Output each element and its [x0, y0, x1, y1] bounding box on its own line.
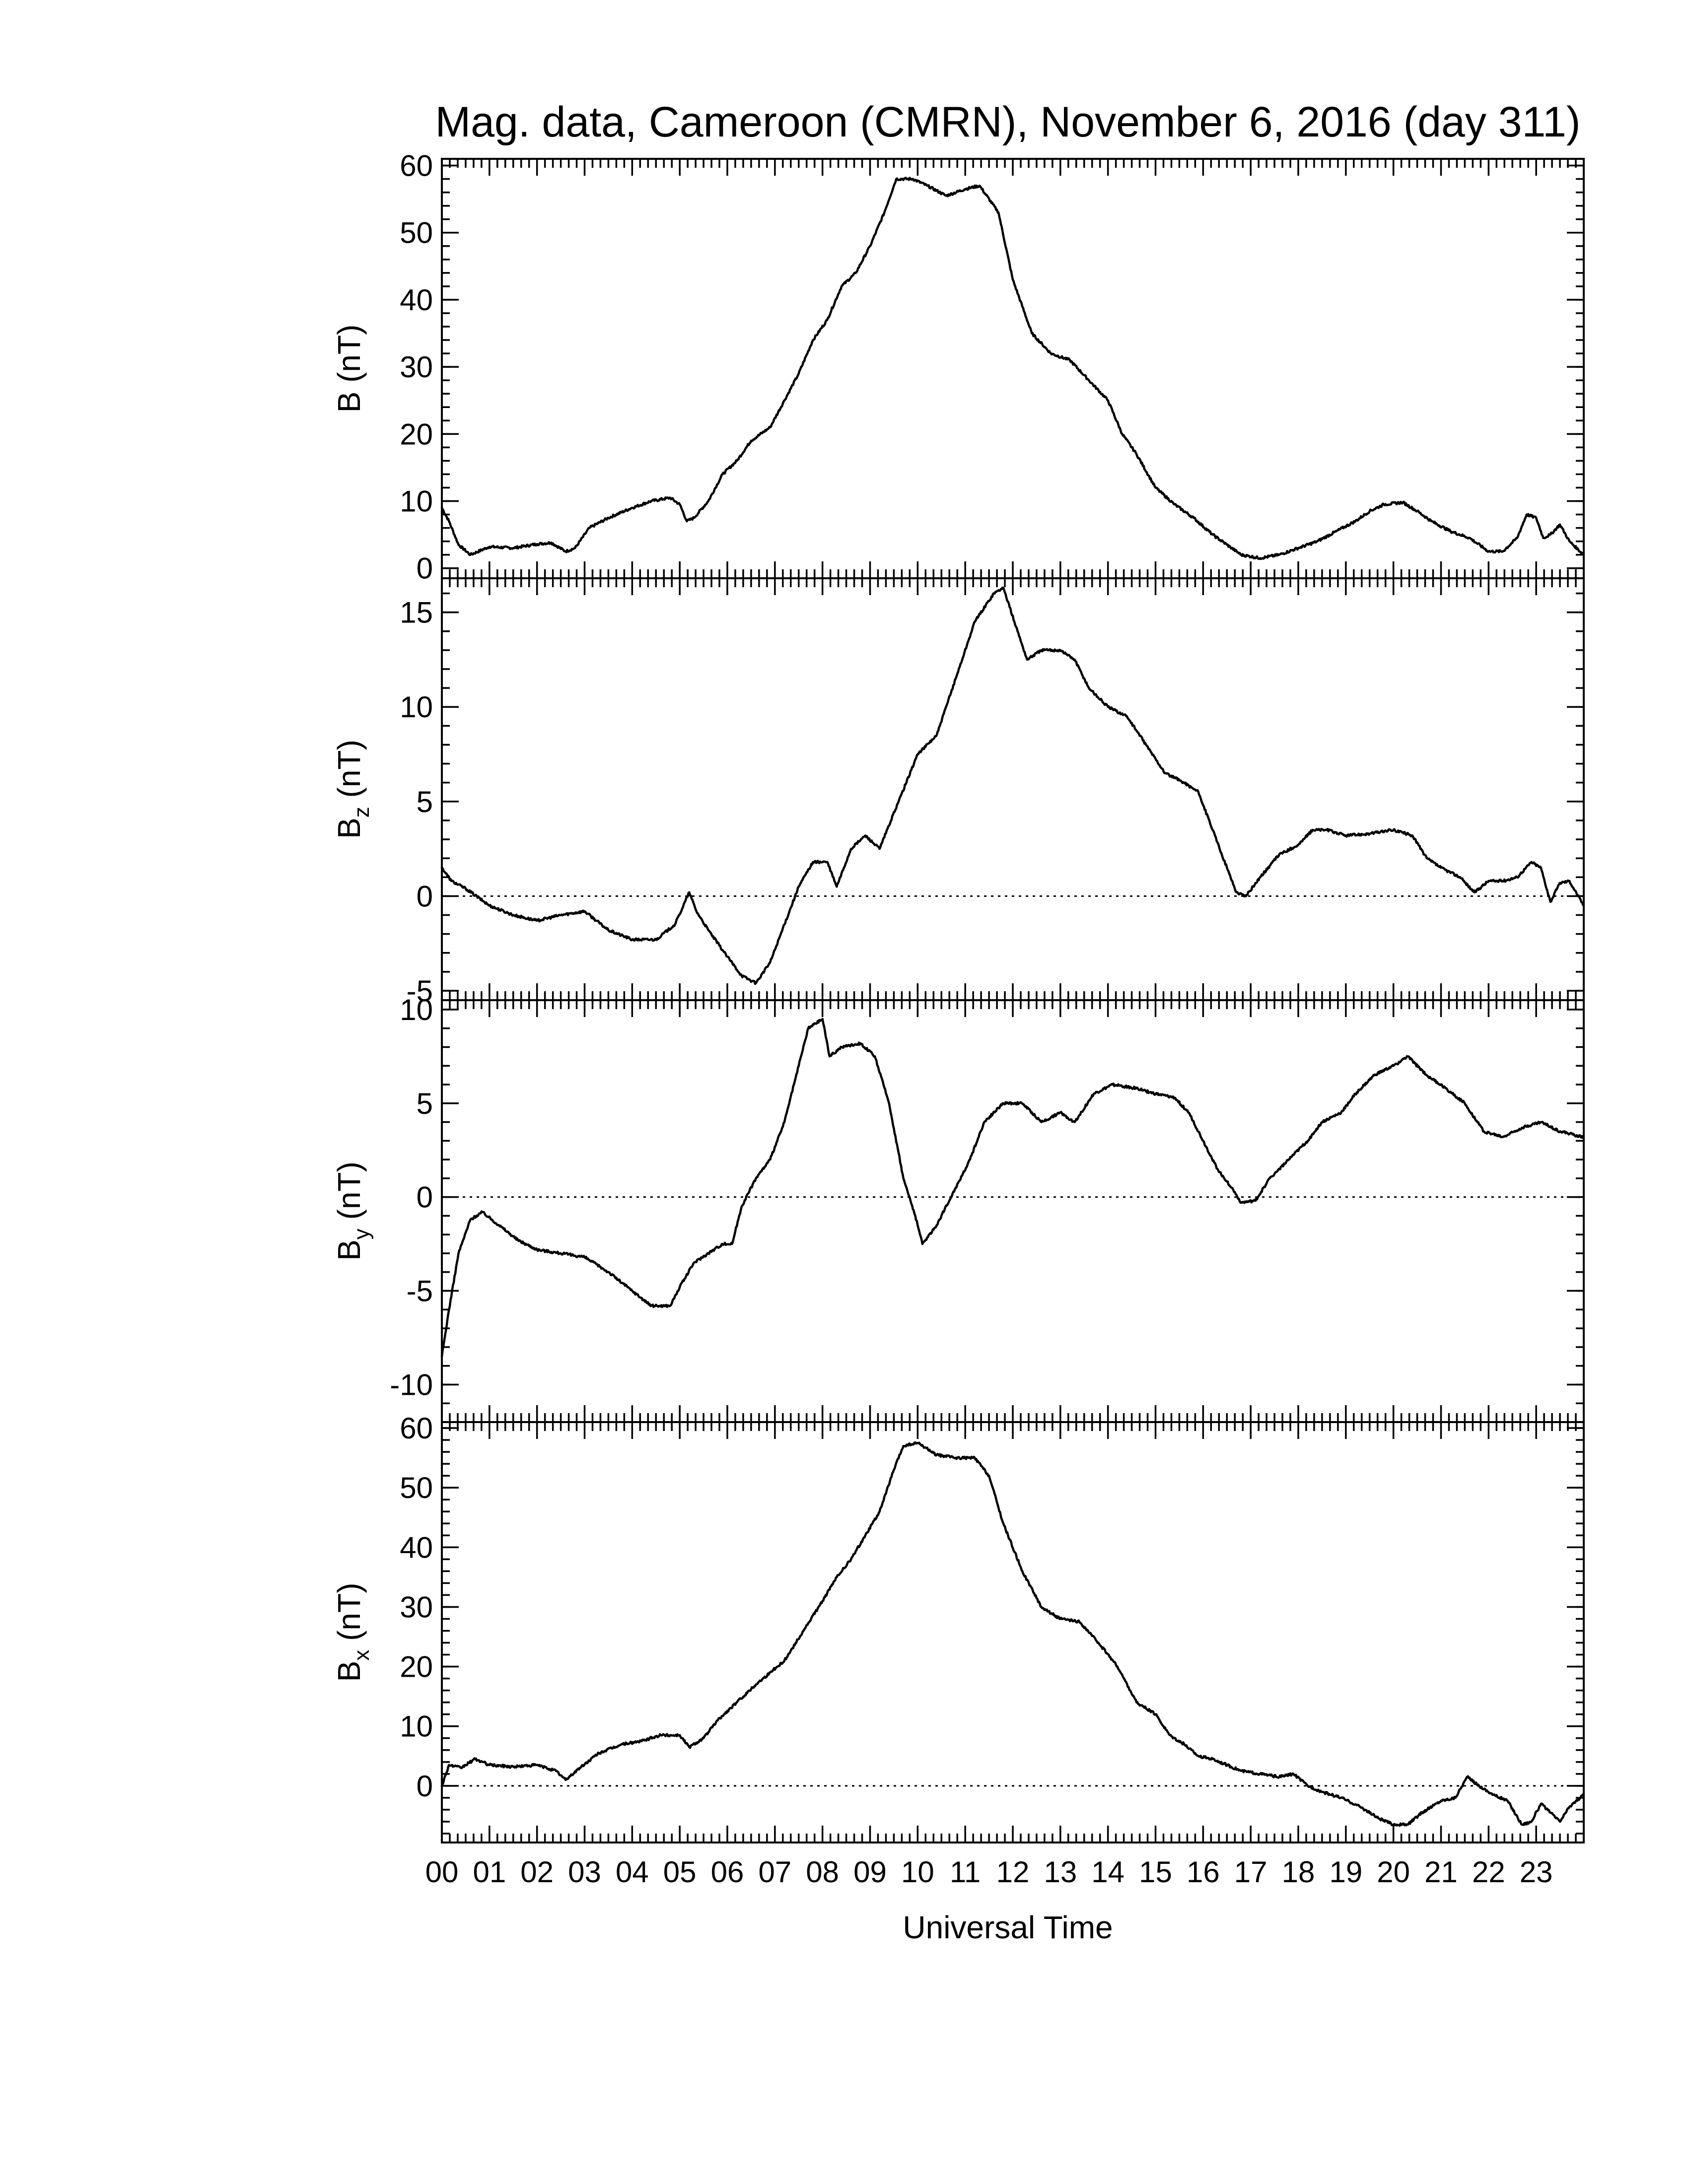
y-axis-label-main: B [331, 818, 367, 839]
x-tick-label: 17 [1234, 1855, 1267, 1889]
y-tick-label-By: 5 [417, 1087, 433, 1120]
x-tick-label: 02 [520, 1855, 554, 1889]
series-line-Bx [440, 1441, 1585, 1827]
y-axis-label-unit: (nT) [331, 740, 367, 807]
y-tick-label-B: 60 [400, 149, 433, 183]
series-line-Bz [440, 586, 1585, 985]
x-tick-label: 08 [806, 1855, 839, 1889]
x-tick-label: 18 [1282, 1855, 1315, 1889]
x-tick-label: 14 [1091, 1855, 1125, 1889]
x-tick-label: 10 [901, 1855, 934, 1889]
x-tick-label: 11 [950, 1855, 981, 1889]
x-tick-label: 15 [1139, 1855, 1172, 1889]
panel-frame-Bz [441, 577, 1585, 1001]
x-axis-label: Universal Time [903, 1910, 1113, 1945]
x-tick-label: 19 [1329, 1855, 1362, 1889]
panel-Bz: -5 0 5 10 15 Bz (nT) [331, 577, 1585, 1008]
y-tick-label-B: 0 [417, 552, 433, 585]
panel-frame-Bx [441, 1421, 1585, 1843]
y-tick-label-Bz: 5 [417, 785, 433, 819]
x-tick-label: 23 [1520, 1855, 1553, 1889]
x-tick-label: 06 [711, 1855, 744, 1889]
y-tick-label-Bx: 30 [400, 1590, 433, 1624]
y-tick-label-Bz: -5 [407, 974, 433, 1008]
y-axis-label-B: B (nT) [331, 325, 367, 413]
x-tick-label: 07 [758, 1855, 791, 1889]
x-tick-label: 16 [1187, 1855, 1220, 1889]
x-tick-label: 20 [1377, 1855, 1410, 1889]
y-tick-label-B: 50 [400, 216, 433, 250]
y-axis-label-unit: (nT) [331, 1583, 367, 1650]
y-tick-label-By: -5 [407, 1275, 433, 1308]
y-tick-label-Bz: 0 [417, 880, 433, 913]
y-tick-label-B: 40 [400, 283, 433, 317]
series-line-By [440, 1018, 1585, 1358]
y-axis-label-main: B [331, 392, 367, 413]
x-tick-label: 04 [616, 1855, 649, 1889]
y-tick-label-B: 20 [400, 417, 433, 451]
y-tick-label-Bz: 10 [400, 690, 433, 724]
y-tick-label-By: 10 [400, 993, 433, 1026]
y-tick-label-B: 10 [400, 485, 433, 518]
y-axis-label-unit: (nT) [331, 1161, 367, 1228]
y-axis-label-subscript: z [350, 807, 374, 818]
y-tick-label-By: 0 [417, 1181, 433, 1214]
y-axis-label-By: By (nT) [331, 1161, 374, 1261]
y-tick-label-Bx: 0 [417, 1770, 433, 1803]
y-tick-label-B: 30 [400, 350, 433, 384]
y-tick-label-Bx: 60 [400, 1412, 433, 1445]
x-tick-label: 03 [568, 1855, 601, 1889]
panel-By: -10 -5 0 5 10 By (nT) [331, 993, 1585, 1423]
chart-title: Mag. data, Cameroon (CMRN), November 6, … [435, 98, 1580, 146]
x-tick-label: 05 [663, 1855, 697, 1889]
x-tick-label: 01 [473, 1855, 506, 1889]
y-axis-label-main: B [331, 1661, 367, 1682]
y-axis-label-Bx: Bx (nT) [331, 1583, 374, 1682]
x-tick-label: 09 [853, 1855, 887, 1889]
series-line-B [440, 177, 1585, 560]
y-axis-label-Bz: Bz (nT) [331, 740, 374, 839]
panel-Bx: 0 10 20 30 40 50 60 Bx (nT) [331, 1412, 1585, 1843]
y-tick-label-Bx: 50 [400, 1471, 433, 1504]
y-axis-label-subscript: x [350, 1650, 374, 1661]
x-tick-label: 13 [1044, 1855, 1077, 1889]
x-tick-label: 22 [1472, 1855, 1505, 1889]
y-axis-label-unit: (nT) [331, 325, 367, 392]
x-tick-label: 00 [425, 1855, 459, 1889]
x-tick-label: 21 [1424, 1855, 1458, 1889]
y-axis-label-main: B [331, 1239, 367, 1261]
y-tick-label-Bx: 40 [400, 1531, 433, 1564]
y-axis-label-subscript: y [350, 1228, 374, 1239]
x-tick-label: 12 [996, 1855, 1030, 1889]
y-tick-label-By: -10 [390, 1368, 433, 1401]
y-tick-label-Bx: 20 [400, 1650, 433, 1684]
y-tick-label-Bz: 15 [400, 596, 433, 629]
panel-B: 0 10 20 30 40 50 60 B (nT) [331, 149, 1585, 585]
y-tick-label-Bx: 10 [400, 1710, 433, 1743]
